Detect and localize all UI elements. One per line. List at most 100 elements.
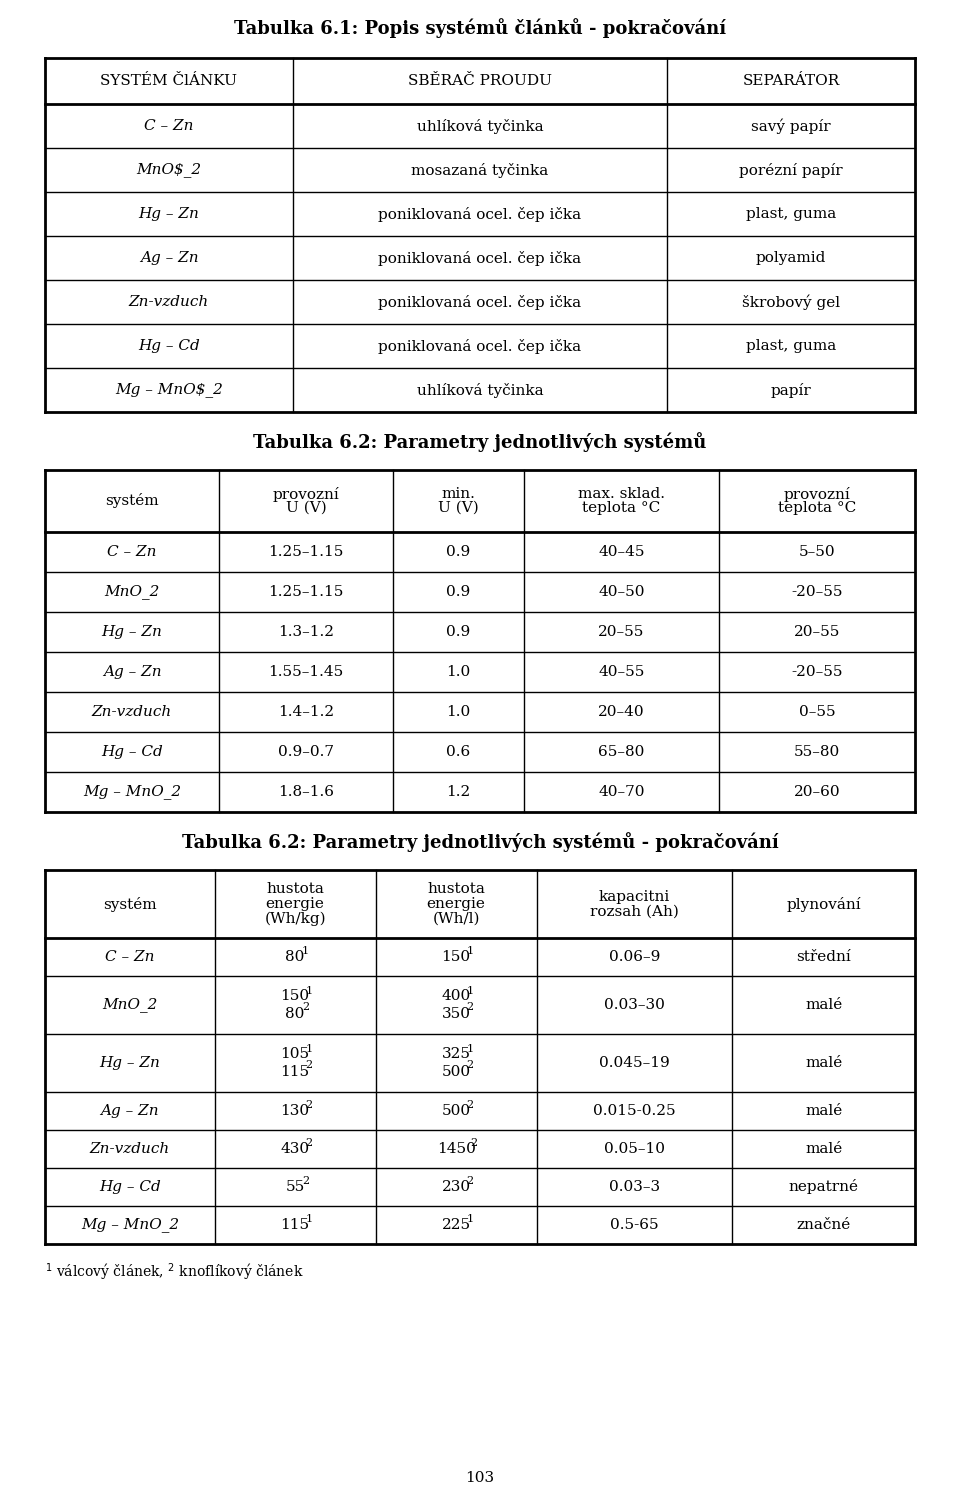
Text: 150: 150	[280, 989, 310, 1004]
Text: (Wh/l): (Wh/l)	[432, 912, 480, 926]
Text: 80: 80	[285, 1007, 305, 1020]
Text: malé: malé	[805, 998, 842, 1011]
Text: 1: 1	[305, 986, 313, 995]
Text: Hg – Zn: Hg – Zn	[138, 208, 200, 221]
Text: 150: 150	[442, 950, 470, 965]
Text: 500: 500	[442, 1105, 470, 1118]
Text: 230: 230	[442, 1180, 470, 1193]
Text: 2: 2	[305, 1138, 313, 1148]
Text: energie: energie	[426, 897, 486, 911]
Text: provozní: provozní	[783, 486, 851, 501]
Text: SEPARÁTOR: SEPARÁTOR	[742, 74, 840, 87]
Text: malé: malé	[805, 1057, 842, 1070]
Text: kapacitni: kapacitni	[599, 889, 670, 903]
Text: 2: 2	[467, 1100, 473, 1111]
Text: -20–55: -20–55	[791, 665, 843, 679]
Text: Zn-vzduch: Zn-vzduch	[92, 704, 172, 719]
Text: 1.0: 1.0	[446, 704, 470, 719]
Text: 0.9–0.7: 0.9–0.7	[278, 745, 334, 759]
Text: Hg – Cd: Hg – Cd	[101, 745, 163, 759]
Text: Tabulka 6.1: Popis systémů článků - pokračování: Tabulka 6.1: Popis systémů článků - pokr…	[234, 18, 726, 38]
Text: 40–70: 40–70	[598, 786, 644, 799]
Text: -20–55: -20–55	[791, 585, 843, 599]
Text: značné: značné	[797, 1218, 851, 1233]
Text: 0.015-0.25: 0.015-0.25	[593, 1105, 676, 1118]
Text: 500: 500	[442, 1064, 470, 1079]
Text: hustota: hustota	[266, 882, 324, 895]
Text: polyamid: polyamid	[756, 251, 827, 265]
Text: Tabulka 6.2: Parametry jednotlivých systémů: Tabulka 6.2: Parametry jednotlivých syst…	[253, 432, 707, 451]
Text: střední: střední	[796, 950, 851, 965]
Text: 1: 1	[467, 1043, 473, 1054]
Text: 1.0: 1.0	[446, 665, 470, 679]
Text: hustota: hustota	[427, 882, 485, 895]
Text: 55: 55	[285, 1180, 304, 1193]
Text: 55–80: 55–80	[794, 745, 840, 759]
Text: 0.03–30: 0.03–30	[604, 998, 665, 1011]
Text: 40–45: 40–45	[598, 545, 644, 558]
Text: $^1$ válcový článek, $^2$ knoflíkový článek: $^1$ válcový článek, $^2$ knoflíkový člá…	[45, 1263, 303, 1284]
Text: 0.5-65: 0.5-65	[611, 1218, 659, 1233]
Text: 1.55–1.45: 1.55–1.45	[269, 665, 344, 679]
Text: 1.4–1.2: 1.4–1.2	[278, 704, 334, 719]
Text: 0.045–19: 0.045–19	[599, 1057, 670, 1070]
Text: malé: malé	[805, 1142, 842, 1156]
Text: U (V): U (V)	[286, 501, 326, 515]
Text: papír: papír	[771, 382, 811, 397]
Text: 0.06–9: 0.06–9	[609, 950, 660, 965]
Text: C – Zn: C – Zn	[105, 950, 155, 965]
Text: teplota °C: teplota °C	[778, 501, 856, 515]
Text: C – Zn: C – Zn	[108, 545, 156, 558]
Text: max. sklad.: max. sklad.	[578, 488, 665, 501]
Text: Hg – Cd: Hg – Cd	[138, 339, 200, 354]
Text: 1: 1	[467, 947, 473, 956]
Text: 2: 2	[467, 1061, 473, 1070]
Text: Hg – Cd: Hg – Cd	[99, 1180, 160, 1193]
Text: Ag – Zn: Ag – Zn	[101, 1105, 159, 1118]
Text: SYSTÉM ČlÁNKU: SYSTÉM ČlÁNKU	[101, 74, 237, 87]
Text: uhlíková tyčinka: uhlíková tyčinka	[417, 382, 543, 397]
Text: 1.25–1.15: 1.25–1.15	[268, 585, 344, 599]
Text: 5–50: 5–50	[799, 545, 835, 558]
Text: 2: 2	[302, 1002, 309, 1013]
Text: 105: 105	[280, 1047, 310, 1061]
Text: 1: 1	[467, 1215, 473, 1224]
Text: Ag – Zn: Ag – Zn	[139, 251, 199, 265]
Text: 40–50: 40–50	[598, 585, 644, 599]
Text: 1.8–1.6: 1.8–1.6	[278, 786, 334, 799]
Text: 430: 430	[280, 1142, 310, 1156]
Text: provozní: provozní	[273, 486, 340, 501]
Text: 1.3–1.2: 1.3–1.2	[278, 625, 334, 640]
Text: systém: systém	[106, 494, 158, 509]
Text: Mg – MnO$_2: Mg – MnO$_2	[115, 382, 223, 397]
Text: 103: 103	[466, 1470, 494, 1485]
Text: poniklovaná ocel. čep ička: poniklovaná ocel. čep ička	[378, 339, 582, 354]
Text: MnO_2: MnO_2	[102, 998, 157, 1013]
Text: 1: 1	[467, 986, 473, 995]
Text: MnO_2: MnO_2	[105, 584, 159, 599]
Text: 1: 1	[302, 947, 309, 956]
Text: škrobový gel: škrobový gel	[742, 295, 840, 310]
Text: 0.9: 0.9	[446, 545, 470, 558]
Text: 400: 400	[442, 989, 470, 1004]
Text: 20–60: 20–60	[794, 786, 840, 799]
Text: 0.9: 0.9	[446, 625, 470, 640]
Text: min.: min.	[442, 488, 475, 501]
Text: 0.9: 0.9	[446, 585, 470, 599]
Text: teplota °C: teplota °C	[583, 501, 660, 515]
Text: 2: 2	[305, 1100, 313, 1111]
Text: plast, guma: plast, guma	[746, 208, 836, 221]
Text: 1: 1	[305, 1215, 313, 1224]
Text: 2: 2	[467, 1002, 473, 1013]
Text: malé: malé	[805, 1105, 842, 1118]
Text: 115: 115	[280, 1064, 310, 1079]
Text: systém: systém	[103, 897, 156, 912]
Text: 20–55: 20–55	[794, 625, 840, 640]
Text: rozsah (Ah): rozsah (Ah)	[590, 905, 679, 918]
Text: 225: 225	[442, 1218, 470, 1233]
Text: 20–55: 20–55	[598, 625, 644, 640]
Text: (Wh/kg): (Wh/kg)	[264, 912, 326, 926]
Text: 2: 2	[467, 1175, 473, 1186]
Text: 1.25–1.15: 1.25–1.15	[268, 545, 344, 558]
Text: 130: 130	[280, 1105, 310, 1118]
